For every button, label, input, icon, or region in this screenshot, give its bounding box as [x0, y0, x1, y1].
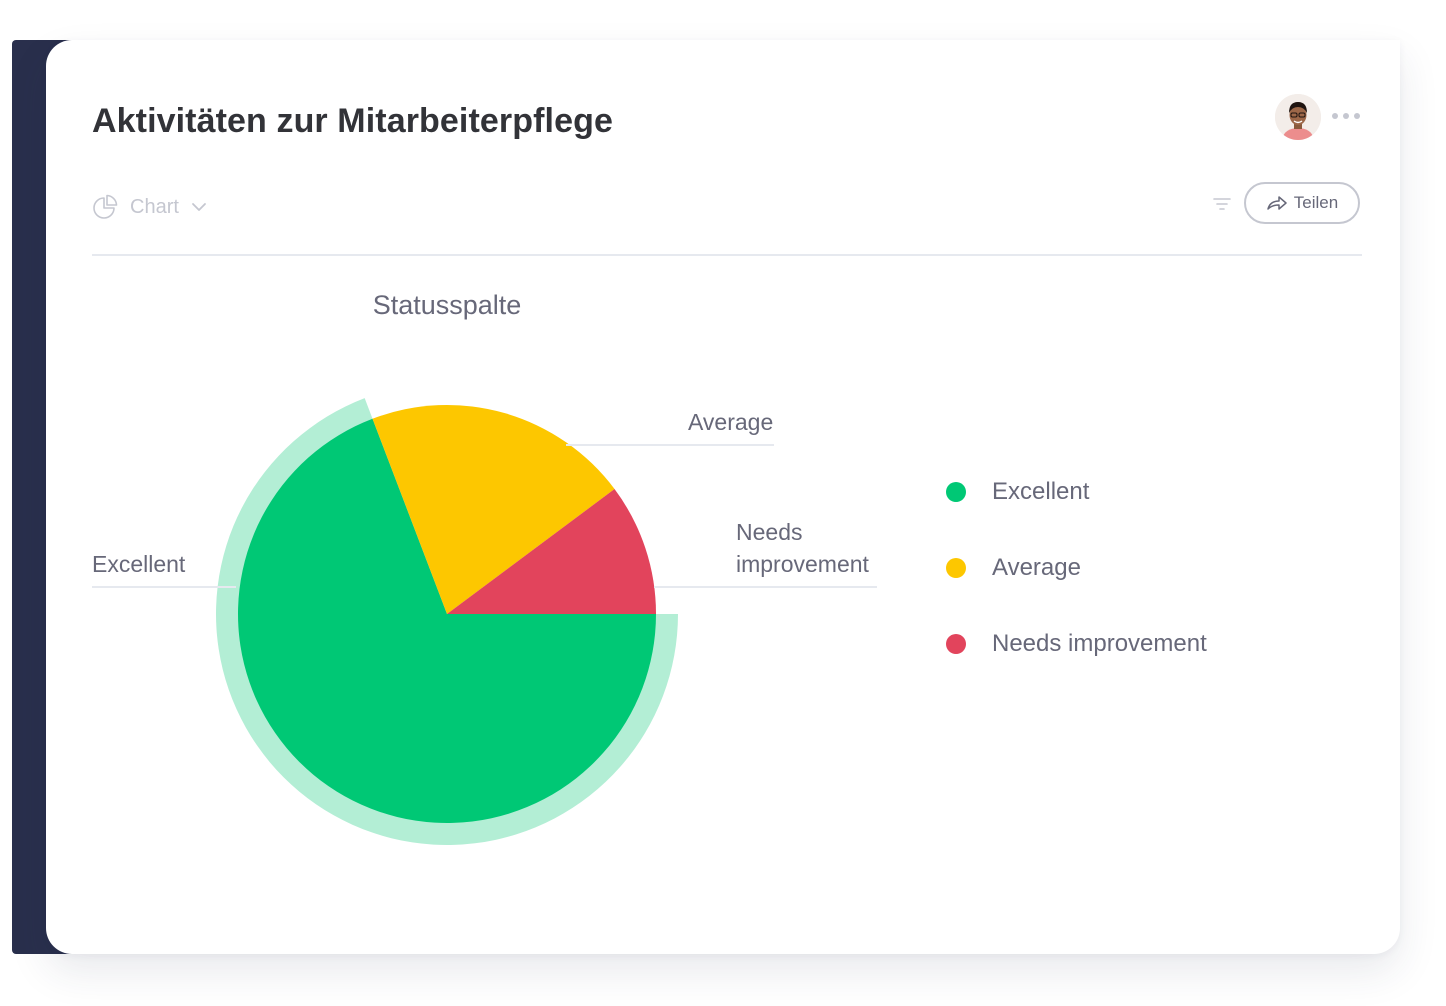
- slice-label-needs-improvement: Needs: [736, 519, 802, 545]
- legend-label-average: Average: [992, 554, 1081, 581]
- pie-chart: Excellent Average Needs improvement: [92, 398, 877, 846]
- slice-label-average: Average: [688, 409, 773, 435]
- chart-title: Statusspalte: [372, 290, 522, 320]
- pie-chart-icon: [93, 194, 118, 219]
- share-button[interactable]: Teilen: [1244, 182, 1360, 224]
- more-options-icon[interactable]: [1329, 106, 1365, 126]
- pie-slice-needs-improvement[interactable]: [447, 489, 656, 614]
- slice-label-excellent: Excellent: [92, 551, 186, 577]
- filter-icon[interactable]: [1210, 194, 1234, 214]
- pie-slice-excellent[interactable]: [237, 418, 657, 824]
- legend-item-needs-improvement[interactable]: Needs improvement: [946, 628, 1207, 660]
- slice-label-needs-improvement: improvement: [736, 551, 870, 577]
- chart-legend: Excellent Average Needs improvement: [946, 476, 1207, 704]
- legend-dot-average: [946, 558, 966, 578]
- share-arrow-icon: [1267, 196, 1287, 210]
- chart-widget-card: Aktivitäten zur Mitarbeiterpflege: [46, 40, 1400, 954]
- share-button-label: Teilen: [1293, 193, 1339, 212]
- chart-view-selector[interactable]: Chart: [92, 192, 207, 222]
- user-avatar[interactable]: [1275, 94, 1321, 140]
- pie-slice-average[interactable]: [372, 405, 615, 614]
- legend-item-excellent[interactable]: Excellent: [946, 476, 1207, 508]
- legend-item-average[interactable]: Average: [946, 552, 1207, 584]
- toolbar-divider: [92, 254, 1362, 256]
- legend-dot-excellent: [946, 482, 966, 502]
- legend-dot-needs-improvement: [946, 634, 966, 654]
- board-title: Aktivitäten zur Mitarbeiterpflege: [92, 102, 613, 140]
- legend-label-excellent: Excellent: [992, 478, 1090, 505]
- legend-label-needs-improvement: Needs improvement: [992, 630, 1207, 657]
- view-type-label: Chart: [130, 195, 179, 218]
- chevron-down-icon: [192, 203, 206, 211]
- avatar-image: [1275, 94, 1321, 140]
